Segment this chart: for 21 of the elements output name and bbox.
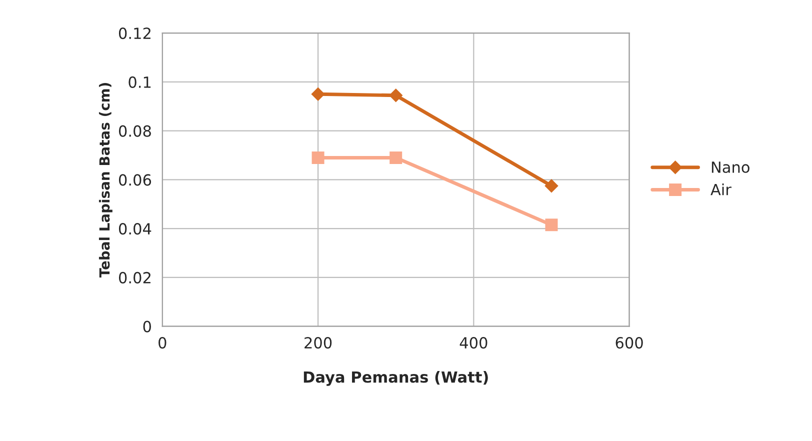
- point: [545, 218, 558, 232]
- point: [390, 151, 402, 164]
- point: [389, 88, 402, 102]
- y-tick-label: 0: [143, 320, 151, 332]
- legend-label: Nano: [712, 162, 750, 173]
- x-tick-label: 0: [158, 337, 166, 349]
- y-tick-label: 0.06: [118, 174, 152, 186]
- x-tick-label: 400: [460, 337, 488, 349]
- point: [311, 88, 325, 101]
- y-axis-title: Tebal Lapisan Batas (cm): [98, 83, 112, 278]
- x-tick-label: 200: [304, 337, 332, 349]
- point: [544, 179, 558, 192]
- y-tick-label: 0.1: [128, 76, 151, 88]
- y-tick-label: 0.02: [118, 272, 150, 284]
- y-tick-label: 0.04: [118, 223, 152, 235]
- x-tick-label: 600: [616, 337, 643, 349]
- y-tick-label: 0.12: [118, 28, 150, 40]
- x-axis-title: Daya Pemanas (Watt): [304, 370, 488, 386]
- y-tick-label: 0.08: [118, 125, 151, 137]
- legend-label: Air: [710, 184, 732, 196]
- point: [312, 151, 324, 164]
